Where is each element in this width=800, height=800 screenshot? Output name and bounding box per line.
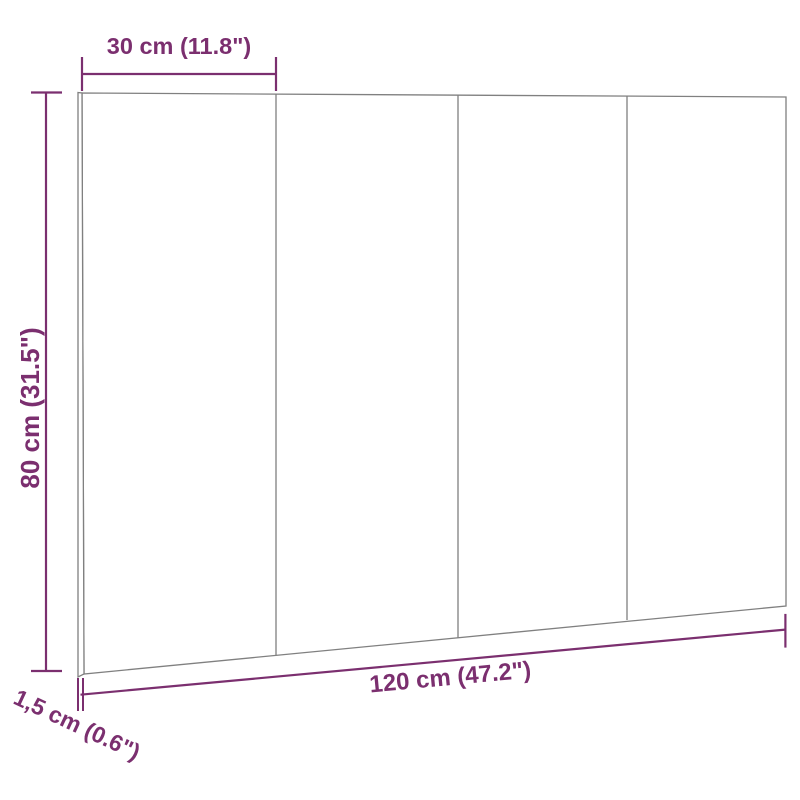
svg-text:80 cm (31.5"): 80 cm (31.5") bbox=[15, 327, 45, 488]
svg-text:30 cm (11.8"): 30 cm (11.8") bbox=[107, 33, 251, 59]
svg-text:120 cm (47.2"): 120 cm (47.2") bbox=[368, 657, 532, 699]
